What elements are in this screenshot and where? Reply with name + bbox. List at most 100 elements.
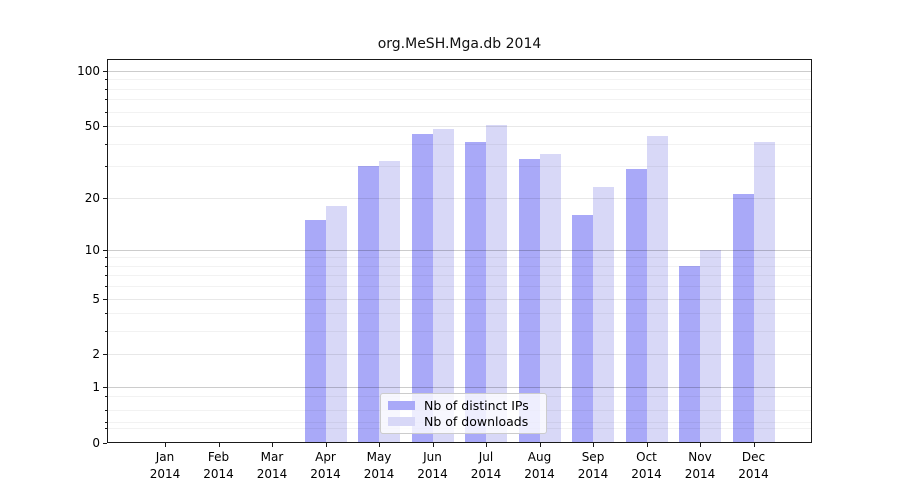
gridline-minor-40 [107,143,812,145]
ytick-minor-mark-0.3 [105,421,107,423]
gridline-minor-30 [107,166,812,168]
ytick-label-100: 100 [77,63,100,78]
gridline-minor-9 [107,257,812,259]
ytick-minor-mark-30 [105,166,107,168]
gridline-minor-60 [107,111,812,113]
xtick-label-jul: Jul 2014 [470,450,502,481]
ytick-minor-mark-8 [105,265,107,267]
gridline-minor-7 [107,275,812,277]
ytick-label-10: 10 [84,242,100,257]
xtick-label-jan: Jan 2014 [149,450,181,481]
xtick-mark-jan [165,443,166,447]
ytick-minor-mark-90 [105,79,107,81]
ytick-minor-mark-40 [105,143,107,145]
gridline-minor-70 [107,99,812,101]
gridline-minor-90 [107,79,812,81]
ytick-label-2: 2 [92,347,100,362]
xtick-mark-jul [486,443,487,447]
ytick-minor-mark-70 [105,99,107,101]
xtick-label-dec: Dec 2014 [738,450,769,481]
bar-jul-distinct-ips [465,141,486,443]
bar-nov-downloads [700,249,721,443]
bar-apr-distinct-ips [304,219,326,443]
xtick-mark-apr [325,443,327,447]
ytick-label-0: 0 [92,436,100,450]
ytick-minor-mark-0.8 [105,395,107,397]
ytick-label-20: 20 [84,190,100,205]
bar-aug-downloads [539,154,561,443]
legend: Nb of distinct IPs Nb of downloads [380,393,547,434]
gridline-minor-4 [107,313,812,315]
legend-swatch-distinct-ips [388,401,415,411]
bar-aug-distinct-ips [518,158,540,443]
bar-jun-distinct-ips [411,134,433,443]
bar-may-distinct-ips [358,166,379,443]
gridline-minor-3 [107,331,812,333]
ytick-minor-mark-9 [105,257,107,259]
ytick-mark-2 [103,354,107,356]
bar-dec-downloads [753,141,775,443]
ytick-mark-1 [103,387,107,389]
bar-sep-downloads [593,186,614,443]
bar-oct-distinct-ips [625,168,647,443]
legend-swatch-downloads [388,416,415,426]
ytick-mark-10 [103,249,107,251]
xtick-label-may: May 2014 [363,450,395,481]
legend-label-downloads: Nb of downloads [424,413,529,429]
gridline-10 [107,249,812,251]
ytick-mark-100 [103,70,107,72]
gridline-1 [107,387,812,389]
gridline-100 [107,70,812,72]
legend-item-distinct-ips: Nb of distinct IPs [388,398,539,413]
xtick-mark-mar [272,443,273,447]
xtick-mark-dec [753,443,755,447]
gridline-minor-80 [107,88,812,90]
xtick-mark-feb [218,443,220,447]
xtick-mark-aug [539,443,541,447]
xtick-label-apr: Apr 2014 [310,450,341,481]
xtick-label-feb: Feb 2014 [203,450,234,481]
bar-oct-downloads [646,136,668,443]
xtick-mark-nov [700,443,701,447]
gridline-50 [107,126,812,128]
legend-item-downloads: Nb of downloads [388,414,539,429]
plot-area: Nb of distinct IPs Nb of downloads [107,59,812,443]
xtick-mark-jun [432,443,434,447]
bar-jul-downloads [486,124,507,443]
ytick-minor-mark-3 [105,331,107,333]
ytick-mark-50 [103,126,107,128]
xtick-mark-sep [593,443,594,447]
bar-apr-downloads [325,205,347,443]
ytick-minor-mark-6 [105,286,107,288]
xtick-label-jun: Jun 2014 [417,450,448,481]
bar-nov-distinct-ips [679,265,700,443]
xtick-label-sep: Sep 2014 [577,450,609,481]
bar-jun-downloads [432,129,454,443]
legend-label-distinct-ips: Nb of distinct IPs [424,398,529,414]
gridline-minor-8 [107,265,812,267]
ytick-minor-mark-60 [105,111,107,113]
ytick-minor-mark-0.5 [105,410,107,412]
ytick-minor-mark-4 [105,313,107,315]
bar-sep-distinct-ips [572,214,593,443]
xtick-label-mar: Mar 2014 [256,450,288,481]
gridline-minor-6 [107,286,812,288]
xtick-mark-oct [646,443,648,447]
xtick-mark-may [379,443,380,447]
bar-dec-distinct-ips [732,193,754,443]
chart-title: org.MeSH.Mga.db 2014 [377,36,542,52]
xtick-label-nov: Nov 2014 [684,450,716,481]
ytick-mark-0 [103,443,107,444]
xtick-label-aug: Aug 2014 [524,450,555,481]
bar-layer [107,59,812,443]
ytick-label-50: 50 [84,119,100,134]
gridline-2 [107,354,812,356]
gridline-5 [107,298,812,300]
xtick-label-oct: Oct 2014 [631,450,662,481]
ytick-label-5: 5 [92,291,100,306]
ytick-mark-5 [103,298,107,300]
ytick-minor-mark-80 [105,88,107,90]
ytick-label-1: 1 [92,380,100,395]
grid-layer [107,59,812,443]
